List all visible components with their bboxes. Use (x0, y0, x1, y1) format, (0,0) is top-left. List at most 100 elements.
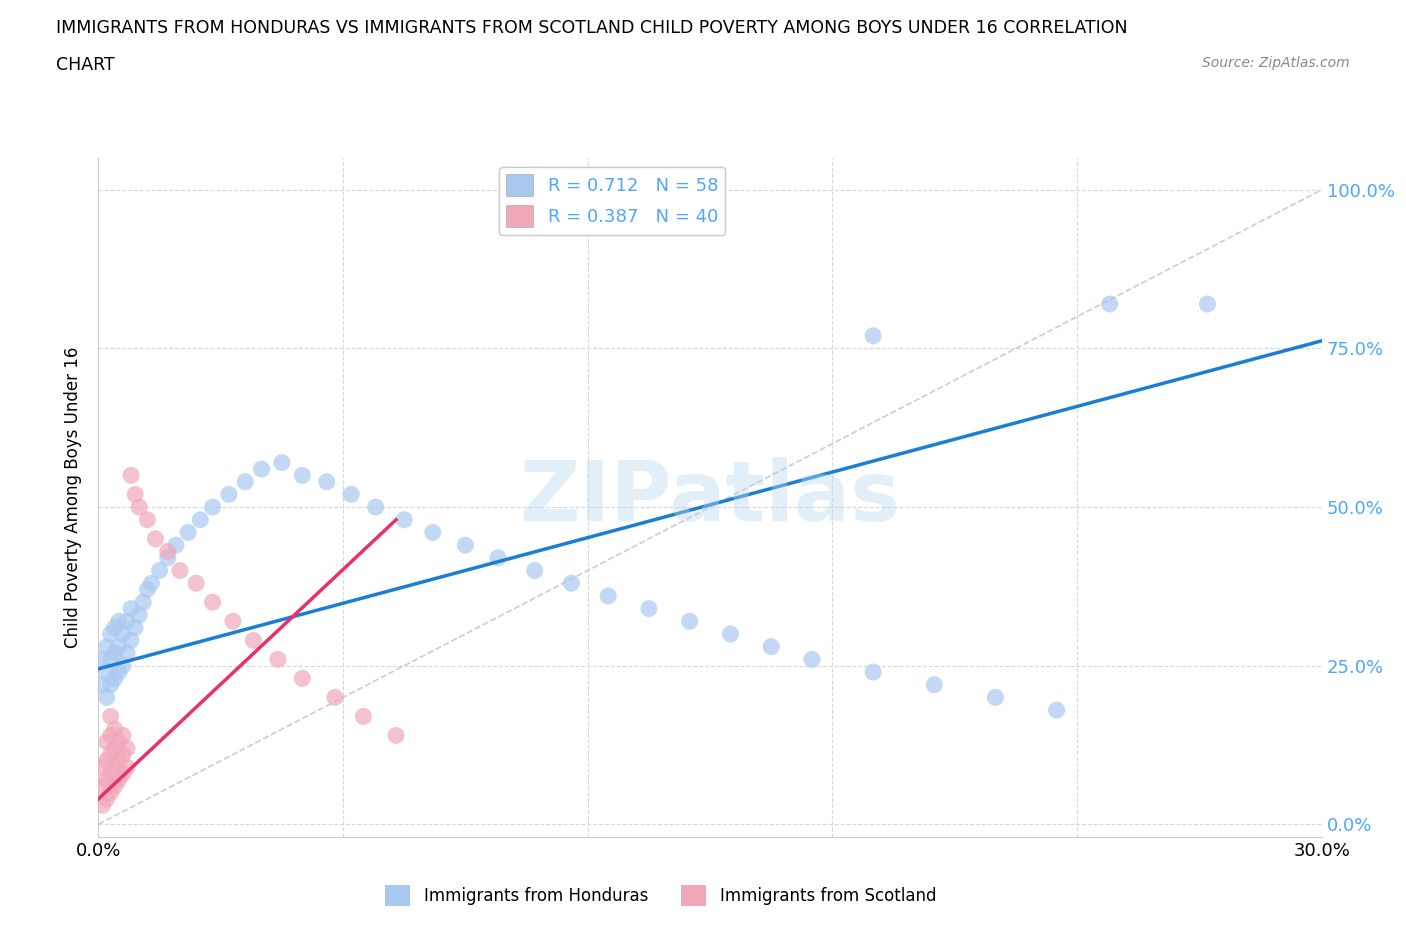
Point (96, 639, 118, 654)
Point (145, 531, 167, 546)
Point (104, 740, 127, 755)
Point (91, 760, 114, 775)
Point (108, 639, 131, 654)
Point (124, 487, 146, 502)
Y-axis label: Child Poverty Among Boys Under 16: Child Poverty Among Boys Under 16 (65, 347, 83, 648)
Point (111, 627, 134, 642)
Point (169, 563, 191, 578)
Legend: R = 0.712   N = 58, R = 0.387   N = 40: R = 0.712 N = 58, R = 0.387 N = 40 (499, 167, 725, 234)
Text: ZIPatlas: ZIPatlas (520, 457, 900, 538)
Point (120, 633, 142, 648)
Point (218, 487, 240, 502)
Point (111, 658, 134, 673)
Point (100, 709, 122, 724)
Point (120, 601, 142, 616)
Point (91, 798, 114, 813)
Point (91, 652, 114, 667)
Point (242, 633, 264, 648)
Point (486, 551, 509, 565)
Text: CHART: CHART (56, 56, 115, 73)
Point (720, 627, 742, 642)
Point (422, 525, 444, 540)
Point (104, 760, 127, 775)
Point (598, 589, 620, 604)
Point (108, 735, 131, 750)
Point (128, 607, 150, 622)
Point (862, 665, 884, 680)
Point (267, 652, 290, 667)
Point (364, 499, 387, 514)
Point (177, 525, 200, 540)
Point (96, 753, 118, 768)
Point (115, 614, 138, 629)
Point (141, 576, 163, 591)
Point (96, 791, 118, 806)
Point (291, 468, 314, 483)
Point (201, 499, 224, 514)
Point (132, 595, 155, 610)
Point (340, 487, 363, 502)
Point (250, 461, 273, 476)
Point (128, 499, 150, 514)
Point (201, 595, 224, 610)
Point (454, 538, 477, 552)
Point (156, 551, 179, 565)
Point (111, 747, 134, 762)
Text: Source: ZipAtlas.com: Source: ZipAtlas.com (1202, 56, 1350, 70)
Point (222, 614, 245, 629)
Point (96, 735, 118, 750)
Point (100, 677, 122, 692)
Point (186, 576, 208, 591)
Point (270, 455, 294, 470)
Point (115, 760, 138, 775)
Point (115, 740, 138, 755)
Point (679, 614, 702, 629)
Point (100, 728, 122, 743)
Point (315, 474, 337, 489)
Point (560, 576, 582, 591)
Point (115, 645, 138, 660)
Point (100, 652, 122, 667)
Point (984, 690, 1007, 705)
Point (96, 690, 118, 705)
Point (761, 639, 783, 654)
Point (638, 601, 661, 616)
Point (111, 728, 134, 743)
Point (100, 747, 122, 762)
Point (156, 544, 179, 559)
Point (104, 671, 127, 685)
Point (124, 620, 146, 635)
Point (136, 512, 159, 527)
Point (922, 677, 945, 692)
Point (136, 582, 159, 597)
Point (108, 614, 131, 629)
Point (108, 773, 131, 788)
Point (104, 645, 127, 660)
Point (392, 512, 416, 527)
Point (96, 665, 118, 680)
Point (1197, 297, 1219, 312)
Legend: Immigrants from Honduras, Immigrants from Scotland: Immigrants from Honduras, Immigrants fro… (378, 879, 943, 912)
Point (1045, 703, 1069, 718)
Point (291, 671, 314, 685)
Point (104, 778, 127, 793)
Point (1098, 297, 1121, 312)
Point (385, 728, 408, 743)
Point (100, 766, 122, 781)
Point (104, 722, 127, 737)
Point (862, 328, 884, 343)
Point (801, 652, 824, 667)
Text: IMMIGRANTS FROM HONDURAS VS IMMIGRANTS FROM SCOTLAND CHILD POVERTY AMONG BOYS UN: IMMIGRANTS FROM HONDURAS VS IMMIGRANTS F… (56, 19, 1128, 36)
Point (100, 785, 122, 800)
Point (96, 773, 118, 788)
Point (233, 474, 256, 489)
Point (323, 690, 346, 705)
Point (108, 753, 131, 768)
Point (523, 563, 546, 578)
Point (352, 709, 374, 724)
Point (149, 563, 172, 578)
Point (188, 512, 212, 527)
Point (91, 677, 114, 692)
Point (108, 665, 131, 680)
Point (100, 627, 122, 642)
